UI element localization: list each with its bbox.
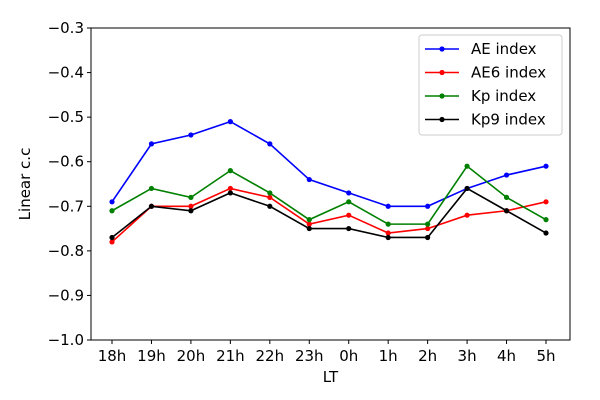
data-point [109,239,115,245]
data-point [346,225,352,232]
data-point [267,194,273,200]
data-point [543,230,549,236]
y-tick-label: −0.4 [48,64,84,82]
data-point [503,194,510,200]
series-layer [109,119,549,245]
legend-marker [439,69,445,76]
series-line [111,187,547,243]
data-point [385,203,391,209]
y-tick-label: −1.0 [48,331,84,349]
data-point [385,221,391,227]
legend: AE index AE6 index Kp index Kp9 index [418,34,563,136]
x-tick-label: 4h [497,347,516,365]
series-line [111,187,547,239]
data-point [543,163,549,169]
data-point [464,163,470,169]
x-tick-label: 3h [458,347,477,365]
legend-marker [439,46,445,52]
legend-box [418,34,563,136]
series-kp9-index [109,185,549,241]
y-tick-label: −0.3 [48,19,84,37]
data-point [188,132,194,138]
legend-marker [439,116,445,123]
y-tick-label: −0.8 [48,242,84,260]
data-point [227,119,233,125]
legend-item: AE6 index [425,64,546,82]
y-axis-title: Linear c.c [16,148,34,221]
series-kp-index [109,163,549,227]
series-ae6-index [109,185,549,245]
data-point [306,176,312,183]
legend-item: AE index [425,40,537,58]
data-point [188,194,194,200]
data-point [425,203,431,209]
data-point [543,217,549,223]
x-tick-label: 5h [536,347,555,365]
series-line [111,165,547,225]
y-tick-label: −0.9 [48,286,84,304]
data-point [306,225,312,232]
data-point [425,225,431,232]
y-tick-label: −0.5 [48,108,84,126]
legend-label: AE6 index [471,64,546,82]
legend-item: Kp index [425,87,536,105]
x-tick-label: 1h [379,347,398,365]
legend-item: Kp9 index [425,111,546,129]
data-point [464,185,470,192]
x-tick-label: 20h [177,347,206,365]
data-point [306,217,312,223]
series-line [111,120,547,208]
data-point [148,141,155,147]
data-point [503,172,510,178]
legend-marker [439,93,445,99]
data-point [267,190,273,196]
data-point [227,185,233,192]
data-point [385,234,391,241]
data-point [109,208,115,214]
legend-label: Kp index [471,87,536,105]
y-axis: −1.0 −0.9 −0.8 −0.7 −0.6 −0.5 −0.4 −0.3 [48,19,91,349]
data-point [543,199,549,205]
data-point [346,190,352,196]
data-point [464,212,470,218]
data-point [227,168,233,174]
data-point [267,141,273,147]
y-tick-label: −0.7 [48,197,84,215]
data-point [385,230,391,236]
data-point [346,212,352,218]
legend-label: AE index [471,40,537,58]
x-tick-label: 22h [256,347,285,365]
x-tick-label: 23h [295,347,324,365]
data-point [188,208,194,214]
x-tick-label: 0h [339,347,358,365]
plot-frame [90,27,571,341]
data-point [503,208,510,214]
x-tick-label: 19h [137,347,166,365]
data-point [109,199,115,205]
series-ae-index [109,119,549,209]
x-tick-label: 21h [216,347,245,365]
x-tick-label: 2h [418,347,437,365]
data-point [425,234,431,241]
data-point [306,221,312,227]
data-point [148,185,155,192]
data-point [148,203,155,209]
x-axis: 18h 19h 20h 21h 22h 23h 0h 1h 2h 3h 4h 5h [98,340,556,365]
data-point [267,203,273,209]
data-point [109,234,115,241]
data-point [188,203,194,209]
x-axis-title: LT [323,368,339,386]
x-tick-label: 18h [98,347,127,365]
data-point [227,190,233,196]
legend-label: Kp9 index [471,111,546,129]
y-tick-label: −0.6 [48,153,84,171]
data-point [346,199,352,205]
data-point [425,221,431,227]
